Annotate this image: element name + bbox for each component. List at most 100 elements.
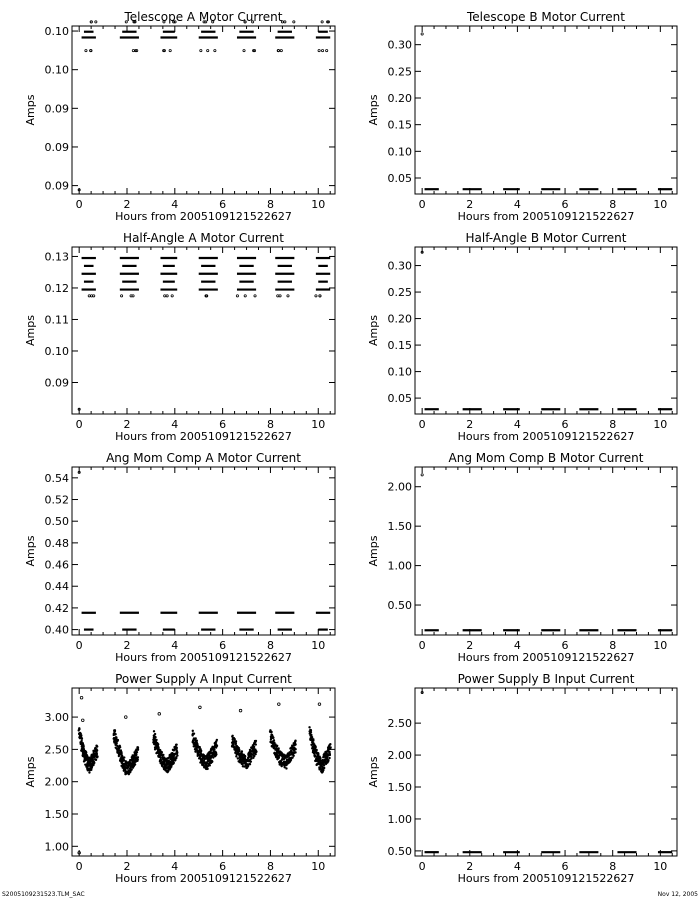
x-tick-label: 6 <box>562 639 569 652</box>
data-point <box>198 745 201 749</box>
chart-title: Ang Mom Comp A Motor Current <box>106 451 301 465</box>
x-tick-label: 4 <box>514 639 521 652</box>
data-point <box>167 769 170 773</box>
data-point <box>195 739 199 742</box>
x-tick-label: 2 <box>123 860 130 873</box>
data-point <box>310 735 314 739</box>
data-point <box>272 736 275 739</box>
x-tick-label: 10 <box>311 198 325 211</box>
data-point <box>294 751 297 754</box>
data-point <box>286 294 290 298</box>
data-point <box>199 49 203 53</box>
data-point <box>88 771 91 774</box>
x-tick-label: 4 <box>171 860 178 873</box>
x-tick-label: 0 <box>76 860 83 873</box>
data-point <box>119 749 123 752</box>
x-tick-label: 6 <box>219 860 226 873</box>
data-point <box>318 294 322 298</box>
y-tick-label: 1.50 <box>45 808 70 821</box>
data-point <box>329 742 332 746</box>
data-points <box>420 250 673 411</box>
data-point <box>320 20 324 24</box>
y-tick-label: 0.15 <box>388 119 413 132</box>
data-point <box>276 49 280 53</box>
data-point <box>208 764 211 767</box>
data-point <box>231 734 234 737</box>
data-point <box>326 20 330 24</box>
data-point <box>170 765 173 768</box>
data-point <box>275 744 279 748</box>
x-tick-label: 0 <box>76 198 83 211</box>
data-point <box>328 752 331 756</box>
data-point <box>233 737 236 741</box>
data-point <box>254 739 258 743</box>
data-points <box>77 256 331 411</box>
y-tick-label: 0.09 <box>45 180 70 193</box>
data-point <box>313 754 317 758</box>
y-tick-label: 0.10 <box>45 25 70 38</box>
data-point <box>322 764 326 767</box>
data-point <box>133 763 137 766</box>
data-point <box>309 730 313 734</box>
data-point <box>115 741 118 745</box>
x-tick-label: 8 <box>609 860 616 873</box>
chart-panel-8: Power Supply B Input Current 0 2 4 6 8 10 Hours… <box>367 672 678 885</box>
data-point <box>242 49 246 53</box>
y-axis-label: Amps <box>24 535 37 566</box>
y-tick-label: 0.13 <box>45 250 70 263</box>
data-point <box>194 750 197 753</box>
x-axis-label: Hours from 2005109121522627 <box>458 430 635 443</box>
data-point-outlier <box>157 712 161 716</box>
y-tick-label: 1.00 <box>388 813 413 826</box>
plot-frame <box>71 25 336 195</box>
x-tick-label: 10 <box>653 639 667 652</box>
data-point-outlier <box>198 705 202 710</box>
data-point <box>289 749 293 753</box>
y-tick-label: 2.50 <box>388 717 413 730</box>
x-tick-label: 6 <box>562 860 569 873</box>
x-tick-label: 8 <box>267 198 274 211</box>
y-axis-label: Amps <box>367 535 380 566</box>
y-axis-label: Amps <box>24 756 37 787</box>
data-point <box>157 746 160 749</box>
data-point <box>159 759 163 762</box>
data-point <box>165 294 169 298</box>
data-point <box>214 751 218 755</box>
data-point <box>210 759 214 763</box>
y-tick-label: 0.20 <box>388 92 413 105</box>
plot-frame <box>414 25 678 195</box>
data-point <box>89 20 93 24</box>
data-point <box>170 294 174 298</box>
x-tick-label: 2 <box>466 860 473 873</box>
data-point <box>95 753 98 757</box>
data-point <box>135 751 139 754</box>
data-point <box>420 473 424 477</box>
data-point <box>174 743 178 746</box>
x-tick-label: 2 <box>123 198 130 211</box>
data-point <box>78 731 82 735</box>
data-point-outlier <box>79 695 84 700</box>
data-point <box>162 49 166 53</box>
data-point <box>191 734 194 737</box>
data-point <box>134 49 138 53</box>
x-tick-label: 2 <box>123 418 130 431</box>
chart-title: Power Supply A Input Current <box>115 672 292 686</box>
y-tick-label: 3.00 <box>45 711 70 724</box>
data-point <box>120 294 124 298</box>
data-point <box>240 751 243 754</box>
data-point <box>211 20 215 24</box>
x-axis-label: Hours from 2005109121522627 <box>115 872 292 885</box>
data-points <box>77 470 331 631</box>
data-point <box>157 743 160 746</box>
data-point <box>172 20 176 24</box>
x-tick-label: 2 <box>466 198 473 211</box>
data-point <box>114 733 117 736</box>
data-point <box>154 735 157 739</box>
chart-panel-5: Ang Mom Comp A Motor Current 0 2 4 6 8 10 Hours… <box>24 451 336 664</box>
x-tick-label: 0 <box>419 860 426 873</box>
data-point <box>93 761 96 765</box>
data-point <box>136 758 139 761</box>
x-axis-label: Hours from 2005109121522627 <box>458 651 635 664</box>
data-point <box>131 294 135 298</box>
